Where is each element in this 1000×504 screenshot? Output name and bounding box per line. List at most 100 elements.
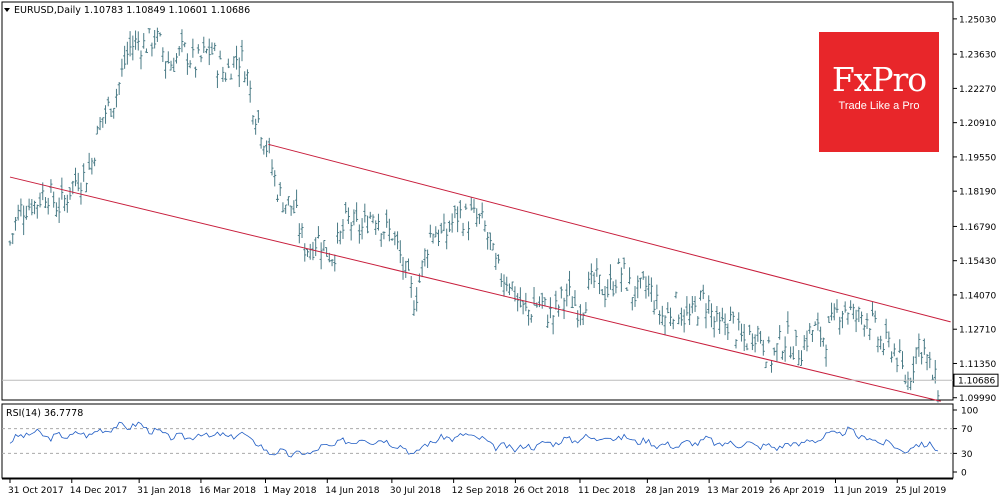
x-tick-label: 31 Oct 2017 xyxy=(8,486,64,496)
price-tick-label: 1.09990 xyxy=(959,394,996,404)
ohlc-bar xyxy=(510,281,514,291)
ohlc-bar xyxy=(813,321,817,326)
price-tick-label: 1.14070 xyxy=(959,291,996,301)
ohlc-bar xyxy=(933,359,937,384)
price-tick-label: 1.12710 xyxy=(959,326,996,336)
x-tick-label: 26 Apr 2019 xyxy=(769,486,825,496)
logo-tagline: Trade Like a Pro xyxy=(838,100,920,112)
ohlc-bar xyxy=(840,310,844,329)
ohlc-bar xyxy=(333,254,337,272)
ohlc-bar xyxy=(106,96,110,107)
ohlc-bar xyxy=(295,189,299,209)
ohlc-bar xyxy=(909,377,913,391)
ohlc-bar xyxy=(892,343,896,357)
ohlc-bar xyxy=(316,226,320,239)
ohlc-bar xyxy=(229,73,233,80)
ohlc-bar xyxy=(838,316,842,335)
ohlc-bar xyxy=(341,219,345,239)
ohlc-bar xyxy=(546,314,550,328)
ohlc-bar xyxy=(633,286,637,307)
ohlc-bar xyxy=(35,204,39,219)
price-tick-label: 1.20910 xyxy=(959,119,996,129)
ohlc-bar xyxy=(185,53,189,75)
ohlc-bar xyxy=(734,339,738,349)
ohlc-bar xyxy=(584,302,588,314)
ohlc-bar xyxy=(8,240,12,246)
ohlc-bar xyxy=(521,300,525,315)
ohlc-bar xyxy=(224,72,228,82)
ohlc-bar xyxy=(65,194,69,213)
ohlc-bar xyxy=(827,316,831,323)
rsi-y-axis: 100 70 30 0 xyxy=(2,407,978,479)
ohlc-bar xyxy=(368,211,372,219)
ohlc-bar xyxy=(150,42,154,57)
trend-channel xyxy=(9,143,951,402)
ohlc-bar xyxy=(161,47,165,63)
ohlc-bar xyxy=(385,209,389,228)
ohlc-bar xyxy=(289,205,293,216)
ohlc-bar xyxy=(849,300,853,311)
ohlc-bar xyxy=(363,203,367,223)
ohlc-bar xyxy=(396,231,400,250)
ohlc-bar xyxy=(720,307,724,322)
ohlc-bar xyxy=(718,312,722,334)
x-tick-label: 12 Sep 2018 xyxy=(452,486,509,496)
ohlc-bar xyxy=(439,222,443,234)
ohlc-bar xyxy=(800,350,804,366)
ohlc-bar xyxy=(570,296,574,309)
ohlc-bar xyxy=(314,237,318,257)
ohlc-bar xyxy=(240,39,244,62)
ohlc-bar xyxy=(870,301,874,317)
ohlc-bar xyxy=(649,277,653,302)
ohlc-bar xyxy=(426,249,430,269)
x-tick-label: 1 May 2018 xyxy=(264,486,317,496)
ohlc-bar xyxy=(726,323,730,341)
ohlc-bar xyxy=(565,283,569,307)
logo-name: FxPro xyxy=(831,60,927,99)
ohlc-bar xyxy=(647,275,651,297)
ohlc-bar xyxy=(237,57,241,88)
ohlc-bar xyxy=(797,350,801,366)
ohlc-bar xyxy=(600,288,604,296)
ohlc-bar xyxy=(104,105,108,124)
ohlc-bar xyxy=(98,117,102,131)
ohlc-bar xyxy=(712,316,716,338)
ohlc-bar xyxy=(873,310,877,323)
ohlc-bar xyxy=(346,207,350,225)
x-tick-label: 31 Jan 2018 xyxy=(137,486,191,496)
ohlc-bar xyxy=(868,328,872,341)
ohlc-bar xyxy=(660,305,664,326)
ohlc-bar xyxy=(24,205,28,220)
ohlc-bar xyxy=(499,273,503,288)
ohlc-bar xyxy=(819,326,823,347)
ohlc-bar xyxy=(22,205,26,236)
ohlc-bar xyxy=(262,145,266,155)
price-tick-label: 1.19550 xyxy=(959,153,996,163)
ohlc-bar xyxy=(366,215,370,234)
ohlc-bar xyxy=(854,309,858,333)
ohlc-bar xyxy=(155,27,159,42)
ohlc-bar xyxy=(475,208,479,227)
ohlc-bar xyxy=(587,271,591,290)
ohlc-bar xyxy=(783,336,787,362)
ohlc-bar xyxy=(210,42,214,55)
ohlc-bar xyxy=(54,202,58,217)
price-tick-label: 1.11350 xyxy=(959,360,996,370)
ohlc-bar xyxy=(881,343,885,356)
ohlc-bar xyxy=(33,200,37,215)
ohlc-bar xyxy=(857,306,861,323)
ohlc-bar xyxy=(529,314,533,323)
triangle-down-icon[interactable] xyxy=(4,8,10,12)
ohlc-bar xyxy=(376,213,380,231)
rsi-plot xyxy=(9,421,939,458)
ohlc-bar xyxy=(914,347,918,365)
ohlc-bar xyxy=(895,357,899,373)
fxpro-logo: FxPro Trade Like a Pro xyxy=(819,32,939,152)
ohlc-bar xyxy=(74,167,78,187)
ohlc-bar xyxy=(862,324,866,337)
ohlc-bar xyxy=(789,346,793,359)
x-tick-label: 13 Mar 2019 xyxy=(707,486,764,496)
ohlc-bar xyxy=(352,209,356,226)
ohlc-bar xyxy=(911,356,915,384)
